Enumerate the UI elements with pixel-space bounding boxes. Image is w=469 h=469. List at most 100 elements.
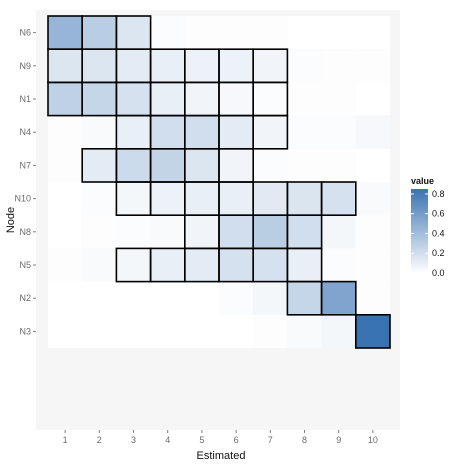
heatmap-cell-n1-10 [355,82,390,116]
heatmap-cell-n9-8 [287,49,322,83]
heatmap-cell-n1-9 [321,82,356,116]
legend-title: value [411,176,434,186]
heatmap-cell-n8-6 [219,215,254,249]
heatmap-cell-n6-3 [116,16,151,50]
heatmap-cell-n3-7 [253,314,288,348]
heatmap-cell-n4-3 [116,115,151,149]
heatmap-cell-n2-2 [82,281,117,315]
x-tick-label-5: 5 [199,435,204,445]
heatmap-cell-n8-9 [321,215,356,249]
heatmap-cell-n6-7 [253,16,288,50]
heatmap-cell-n10-8 [287,182,322,216]
heatmap-cell-n9-9 [321,49,356,83]
heatmap-cell-n1-2 [82,82,117,116]
x-tick-label-1: 1 [63,435,68,445]
heatmap-cell-n1-1 [48,82,83,116]
heatmap-cell-n8-2 [82,215,117,249]
heatmap-cell-n3-6 [219,314,254,348]
x-axis-ticks: 1 2 3 4 5 6 7 8 9 10 [63,430,378,445]
legend-tick-label-0.0: 0.0 [432,268,445,278]
heatmap-cell-n9-10 [355,49,390,83]
heatmap-cell-n10-7 [253,182,288,216]
heatmap-cell-n4-8 [287,115,322,149]
heatmap-cell-n1-8 [287,82,322,116]
color-legend: value 0.8 0.6 0.4 0.2 0.0 [411,176,445,278]
heatmap-cell-n2-7 [253,281,288,315]
heatmap-cell-n6-2 [82,16,117,50]
heatmap-cell-n6-6 [219,16,254,50]
heatmap-cell-n1-7 [253,82,288,116]
heatmap-cell-n1-6 [219,82,254,116]
heatmap-cell-n7-1 [48,148,83,182]
heatmap-cell-n4-7 [253,115,288,149]
heatmap-cell-n4-10 [355,115,390,149]
x-tick-label-4: 4 [165,435,170,445]
heatmap-cell-n7-10 [355,148,390,182]
heatmap-cells [47,15,391,349]
heatmap-cell-n1-3 [116,82,151,116]
y-tick-label-n7: N7 [19,160,31,170]
heatmap-cell-n5-8 [287,248,322,282]
highlight-outline-n2-9 [320,280,357,316]
heatmap-cell-n9-7 [253,49,288,83]
heatmap-cell-n7-5 [184,148,219,182]
y-tick-label-n5: N5 [19,260,31,270]
heatmap-cell-n5-2 [82,248,117,282]
heatmap-cell-n6-5 [184,16,219,50]
highlight-outline-n10-9 [320,181,357,217]
heatmap-cell-n1-5 [184,82,219,116]
heatmap-cell-n7-2 [82,148,117,182]
heatmap-cell-n9-4 [150,49,185,83]
heatmap-cell-n3-9 [321,314,356,348]
heatmap-cell-n6-4 [150,16,185,50]
heatmap-cell-n9-6 [219,49,254,83]
x-axis-title: Estimated [197,450,246,462]
heatmap-cell-n7-3 [116,148,151,182]
heatmap-cell-n10-6 [219,182,254,216]
heatmap-cell-n10-10 [355,182,390,216]
heatmap-cell-n7-7 [253,148,288,182]
y-tick-label-n8: N8 [19,227,31,237]
heatmap-cell-n5-9 [321,248,356,282]
heatmap-cell-n9-1 [48,49,83,83]
heatmap-cell-n5-4 [150,248,185,282]
heatmap-cell-n2-10 [355,281,390,315]
heatmap-cell-n3-1 [48,314,83,348]
heatmap-cell-n8-10 [355,215,390,249]
heatmap-cell-n9-5 [184,49,219,83]
heatmap-cell-n6-1 [48,16,83,50]
heatmap-cell-n4-4 [150,115,185,149]
heatmap-cell-n3-8 [287,314,322,348]
heatmap-cell-n4-2 [82,115,117,149]
x-tick-label-10: 10 [368,435,378,445]
heatmap-cell-n2-6 [219,281,254,315]
heatmap-cell-n8-4 [150,215,185,249]
y-tick-label-n9: N9 [19,61,31,71]
heatmap-cell-n9-2 [82,49,117,83]
legend-colorbar [411,189,428,273]
x-tick-label-3: 3 [131,435,136,445]
heatmap-cell-n3-4 [150,314,185,348]
highlight-outline-n4-7 [252,114,289,150]
heatmap-cell-n8-5 [184,215,219,249]
heatmap-cell-n6-9 [321,16,356,50]
legend-tick-label-0.4: 0.4 [432,228,445,238]
legend-tick-label-0.2: 0.2 [432,248,445,258]
y-tick-label-n10: N10 [14,194,31,204]
x-tick-label-8: 8 [302,435,307,445]
heatmap-cell-n10-3 [116,182,151,216]
heatmap-cell-n2-1 [48,281,83,315]
x-tick-label-6: 6 [234,435,239,445]
heatmap-cell-n8-3 [116,215,151,249]
y-tick-label-n1: N1 [19,94,31,104]
heatmap-cell-n7-4 [150,148,185,182]
heatmap-cell-n4-9 [321,115,356,149]
heatmap-cell-n8-7 [253,215,288,249]
heatmap-cell-n5-7 [253,248,288,282]
heatmap-cell-n2-3 [116,281,151,315]
heatmap-cell-n4-6 [219,115,254,149]
heatmap-cell-n5-1 [48,248,83,282]
x-tick-label-9: 9 [336,435,341,445]
heatmap-cell-n9-3 [116,49,151,83]
